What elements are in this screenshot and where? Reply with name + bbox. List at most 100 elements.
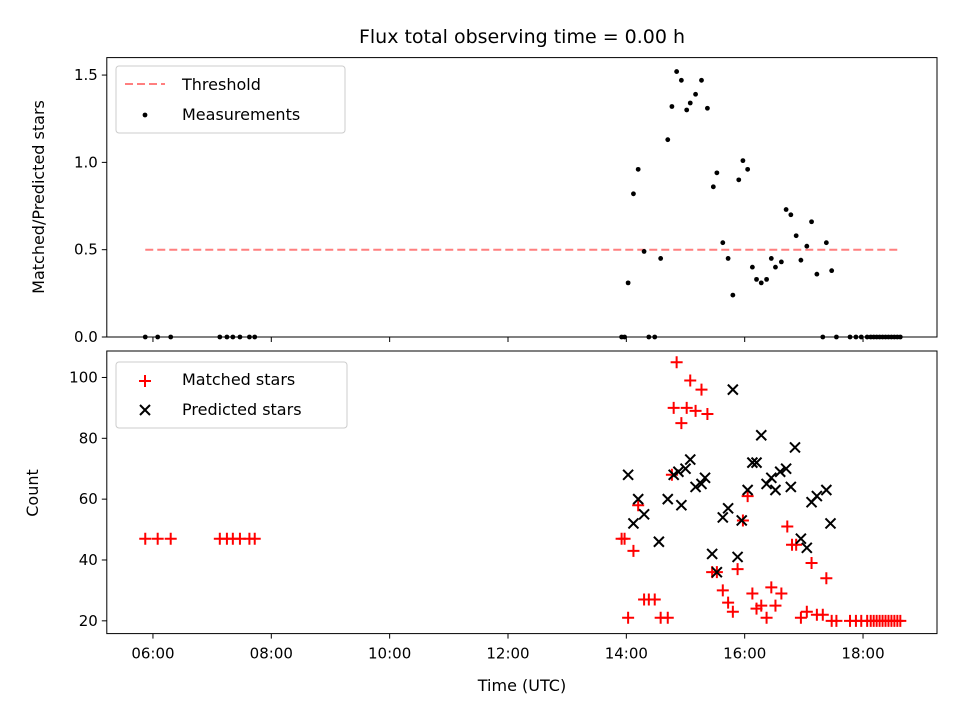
predicted-star-point (755, 429, 767, 441)
predicted-star-point (789, 441, 801, 454)
matched-star-point (670, 356, 683, 369)
predicted-star-point (769, 484, 782, 496)
predicted-star-point (627, 517, 640, 530)
count-y-axis-label: Count (23, 469, 42, 517)
predicted-star-point (731, 551, 744, 563)
predicted-star-point (746, 456, 759, 469)
measurement-point (631, 191, 636, 197)
predicted-star-point (622, 469, 634, 481)
matched-star-point (139, 532, 152, 545)
matched-star-point (680, 401, 693, 414)
count-panel-frame (106, 350, 938, 635)
predicted-star-point (741, 484, 754, 496)
y-tick-label: 40 (79, 551, 98, 569)
predicted-star-point (722, 502, 734, 514)
predicted-star-point (706, 548, 718, 560)
y-tick-label: 100 (69, 368, 98, 386)
measurement-point (768, 256, 774, 261)
matched-star-point (790, 538, 803, 551)
matched-star-point (741, 490, 754, 503)
x-tick-label: 16:00 (723, 645, 766, 663)
count-y-axis: 20 40 60 80 100 (69, 368, 107, 630)
predicted-star-point (795, 532, 807, 545)
predicted-star-point (811, 490, 823, 502)
measurement-point (687, 100, 693, 106)
matched-star-point (726, 605, 739, 618)
measurement-point (658, 256, 664, 261)
matched-star-point (755, 599, 768, 612)
measurement-point (625, 280, 631, 286)
measurement-point (736, 177, 742, 183)
y-tick-label: 80 (79, 429, 98, 447)
measurement-point (754, 276, 759, 282)
measurement-point (699, 77, 704, 83)
y-tick-label: 1.0 (74, 153, 98, 171)
ratio-y-axis-label: Matched/Predicted stars (29, 100, 48, 294)
measurement-point (684, 107, 690, 113)
predicted-star-point (765, 472, 778, 484)
predicted-star-point (638, 508, 650, 521)
x-tick-label: 12:00 (486, 645, 529, 663)
matched-star-point (816, 608, 829, 621)
predicted-star-point (820, 484, 833, 496)
ratio-marks (142, 69, 903, 340)
ratio-panel: 0.0 0.5 1.0 1.5 Matched/Predicted stars Thr… (29, 57, 938, 346)
legend-predicted-swatch (139, 404, 151, 416)
measurement-point (745, 166, 751, 172)
measurement-point (693, 91, 698, 97)
ratio-x-axis (152, 337, 864, 342)
measurement-point (740, 158, 746, 164)
predicted-star-point (750, 456, 763, 469)
measurement-point (730, 292, 736, 298)
legend-matched-swatch (139, 375, 151, 387)
matched-star-point (830, 614, 843, 627)
measurement-point (788, 212, 794, 218)
predicted-star-point (780, 463, 792, 475)
predicted-star-point (675, 499, 688, 511)
measurement-point (758, 280, 764, 286)
measurement-point (749, 264, 755, 270)
matched-star-point (731, 563, 744, 576)
predicted-star-point (824, 517, 837, 530)
predicted-star-point (717, 511, 729, 524)
measurement-point (778, 259, 784, 265)
x-tick-label: 06:00 (131, 645, 174, 663)
x-tick-label: 08:00 (250, 645, 293, 663)
ratio-legend: Threshold Measurements (115, 65, 346, 134)
measurement-point (725, 256, 731, 261)
matched-star-point (765, 581, 778, 594)
count-legend: Matched stars Predicted stars (115, 361, 348, 429)
x-tick-label: 14:00 (605, 645, 648, 663)
x-tick-label: 10:00 (368, 645, 411, 663)
matched-star-point (746, 587, 759, 600)
predicted-star-point (662, 493, 674, 505)
predicted-star-point (689, 481, 702, 493)
matched-star-point (805, 557, 818, 570)
y-tick-label: 0.5 (74, 241, 98, 259)
measurement-point (793, 233, 799, 239)
matched-star-point (689, 404, 702, 417)
predicted-star-point (695, 478, 708, 490)
matched-star-point (622, 611, 635, 624)
matched-star-point (151, 532, 164, 545)
measurement-point (720, 240, 726, 246)
matched-star-point (648, 593, 661, 606)
measurement-point (665, 137, 671, 143)
matched-star-point (164, 532, 177, 545)
y-tick-label: 1.5 (74, 66, 98, 84)
predicted-star-point (785, 481, 797, 493)
legend-measurements-label: Measurements (182, 105, 300, 124)
predicted-star-point (736, 514, 748, 527)
measurement-point (669, 104, 675, 109)
predicted-star-point (679, 463, 692, 475)
matched-star-point (820, 572, 833, 585)
matched-star-point (894, 614, 907, 627)
x-axis-label: Time (UTC) (477, 676, 566, 695)
measurement-point (798, 257, 804, 263)
legend-measurements-swatch (142, 112, 148, 118)
matched-star-point (627, 544, 640, 557)
measurement-point (674, 69, 680, 74)
predicted-star-point (672, 466, 685, 478)
predicted-star-point (632, 493, 644, 505)
